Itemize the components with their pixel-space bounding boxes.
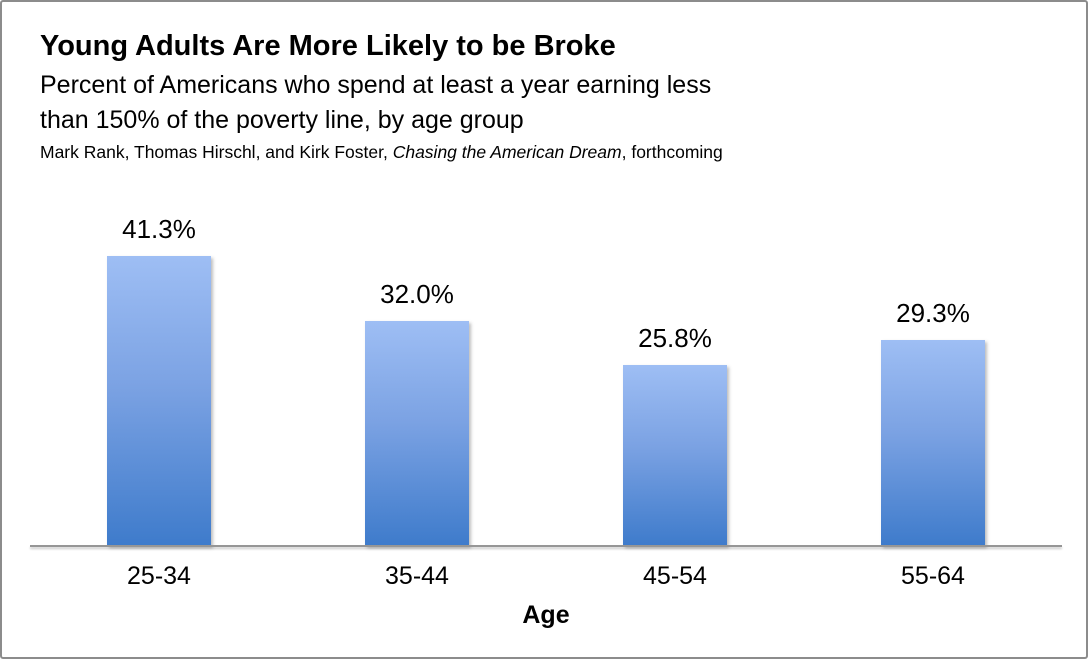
- x-axis-line: [30, 545, 1062, 547]
- bar-group: 32.0% 35-44: [288, 230, 546, 590]
- bar-value-label: 25.8%: [638, 322, 712, 353]
- x-axis-title: Age: [522, 601, 570, 629]
- bar-value-label: 41.3%: [122, 213, 196, 244]
- bar-value-label: 29.3%: [896, 298, 970, 329]
- chart-subtitle: Percent of Americans who spend at least …: [40, 68, 723, 138]
- bar: [107, 255, 211, 546]
- chart-attribution: Mark Rank, Thomas Hirschl, and Kirk Fost…: [40, 142, 723, 163]
- bar-value-label: 32.0%: [380, 279, 454, 310]
- attribution-authors: Mark Rank, Thomas Hirschl, and Kirk Fost…: [40, 142, 393, 162]
- bar-group: 29.3% 55-64: [804, 230, 1062, 590]
- x-tick-label: 45-54: [643, 562, 707, 590]
- bar: [881, 340, 985, 546]
- chart-title: Young Adults Are More Likely to be Broke: [40, 30, 616, 62]
- bar: [623, 364, 727, 546]
- bar-group: 41.3% 25-34: [30, 214, 288, 590]
- chart-subtitle-line-1: Percent of Americans who spend at least …: [40, 71, 712, 99]
- plot-area: 41.3% 25-34 32.0% 35-44 25.8% 45-54 29.3% 55-64: [30, 214, 1062, 590]
- x-tick-label: 35-44: [385, 562, 449, 590]
- chart-subtitle-line-2: than 150% of the poverty line, by age gr…: [40, 106, 524, 134]
- x-tick-label: 55-64: [901, 562, 965, 590]
- chart-header: Young Adults Are More Likely to be Broke…: [40, 28, 723, 163]
- bar-group: 25.8% 45-54: [546, 230, 804, 590]
- attribution-suffix: , forthcoming: [621, 142, 723, 162]
- attribution-book-title: Chasing the American Dream: [392, 142, 622, 162]
- bar: [365, 321, 469, 546]
- x-tick-label: 25-34: [127, 562, 191, 590]
